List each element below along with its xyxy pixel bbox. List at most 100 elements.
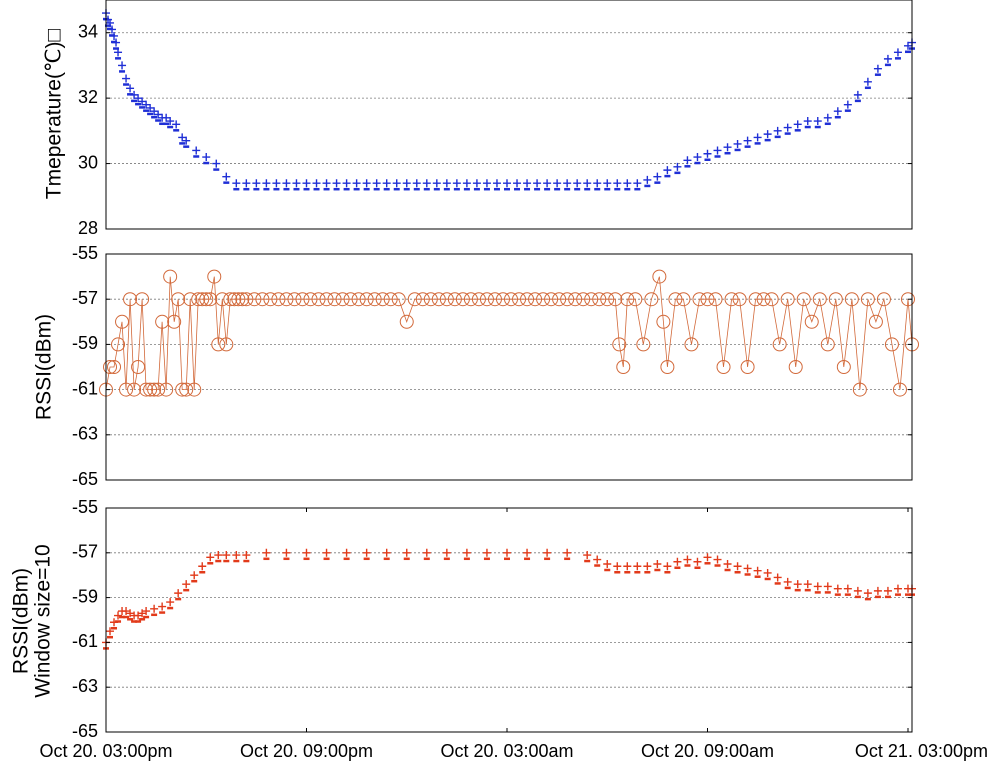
data-point bbox=[134, 611, 143, 620]
data-point bbox=[773, 126, 782, 135]
data-point bbox=[793, 580, 802, 589]
rssi-y-axis-label: RSSI(dBm) bbox=[33, 314, 56, 420]
data-point bbox=[247, 292, 262, 307]
data-point bbox=[142, 100, 151, 109]
data-point bbox=[643, 562, 652, 571]
data-point bbox=[462, 179, 471, 188]
data-point bbox=[813, 117, 822, 126]
data-point bbox=[863, 589, 872, 598]
data-point bbox=[182, 136, 191, 145]
data-point bbox=[843, 100, 852, 109]
data-point bbox=[272, 179, 281, 188]
data-point bbox=[693, 557, 702, 566]
data-point bbox=[583, 551, 592, 560]
x-tick-label: Oct 20. 03:00pm bbox=[39, 741, 172, 761]
data-point bbox=[295, 292, 310, 307]
data-point bbox=[844, 292, 859, 307]
data-point bbox=[653, 172, 662, 181]
data-point bbox=[359, 292, 374, 307]
data-point bbox=[442, 179, 451, 188]
data-point bbox=[187, 382, 202, 397]
y-tick-label: -55 bbox=[72, 243, 98, 263]
data-point bbox=[783, 577, 792, 586]
rssi-plot-frame bbox=[105, 253, 913, 481]
data-point bbox=[463, 292, 478, 307]
data-point bbox=[628, 292, 643, 307]
data-point bbox=[552, 292, 567, 307]
data-point bbox=[893, 48, 902, 57]
data-point bbox=[536, 292, 551, 307]
data-point bbox=[207, 269, 222, 284]
data-point bbox=[432, 179, 441, 188]
data-point bbox=[472, 179, 481, 188]
data-point bbox=[214, 551, 223, 560]
y-tick-label: -61 bbox=[72, 631, 98, 651]
data-point bbox=[239, 292, 254, 307]
data-point bbox=[166, 598, 175, 607]
data-point bbox=[833, 584, 842, 593]
data-point bbox=[242, 179, 251, 188]
data-point bbox=[138, 609, 147, 618]
data-point bbox=[174, 589, 183, 598]
data-point bbox=[199, 292, 214, 307]
data-point bbox=[222, 172, 231, 181]
data-point bbox=[292, 179, 301, 188]
y-tick-label: 34 bbox=[78, 21, 98, 41]
y-tick-label: -63 bbox=[72, 676, 98, 696]
data-point bbox=[583, 179, 592, 188]
data-point bbox=[860, 292, 875, 307]
data-point bbox=[743, 564, 752, 573]
data-point bbox=[504, 292, 519, 307]
data-point bbox=[812, 292, 827, 307]
data-point bbox=[223, 292, 238, 307]
data-point bbox=[823, 582, 832, 591]
data-point bbox=[447, 292, 462, 307]
data-point bbox=[130, 90, 139, 99]
data-point bbox=[693, 153, 702, 162]
data-point bbox=[884, 337, 899, 352]
data-point bbox=[868, 314, 883, 329]
data-point bbox=[159, 382, 174, 397]
data-point bbox=[676, 292, 691, 307]
data-point bbox=[172, 120, 181, 129]
data-point bbox=[242, 551, 251, 560]
data-point bbox=[487, 292, 502, 307]
data-point bbox=[633, 179, 642, 188]
data-point bbox=[873, 64, 882, 73]
data-point bbox=[804, 314, 819, 329]
rssi-panel: -65 -63 -61 -59 -57 -55 RSSI(dBm) bbox=[33, 243, 919, 489]
data-point bbox=[593, 179, 602, 188]
data-point bbox=[122, 74, 131, 83]
data-point bbox=[118, 61, 127, 70]
data-point bbox=[154, 110, 163, 119]
data-point bbox=[332, 179, 341, 188]
data-point bbox=[533, 179, 542, 188]
data-point bbox=[560, 292, 575, 307]
data-point bbox=[703, 149, 712, 158]
data-point bbox=[828, 292, 843, 307]
data-point bbox=[146, 103, 155, 112]
data-point bbox=[123, 292, 138, 307]
data-point bbox=[753, 133, 762, 142]
x-tick-label: Oct 20. 03:00am bbox=[440, 741, 573, 761]
data-point bbox=[382, 548, 391, 557]
data-point bbox=[603, 179, 612, 188]
data-point bbox=[763, 568, 772, 577]
data-point bbox=[167, 314, 182, 329]
data-point bbox=[783, 123, 792, 132]
data-point bbox=[663, 562, 672, 571]
data-point bbox=[271, 292, 286, 307]
data-point bbox=[302, 179, 311, 188]
data-point bbox=[523, 548, 532, 557]
data-point bbox=[793, 120, 802, 129]
data-point bbox=[439, 292, 454, 307]
y-tick-label: -57 bbox=[72, 288, 98, 308]
data-point bbox=[813, 582, 822, 591]
data-point bbox=[279, 292, 294, 307]
data-point bbox=[723, 560, 732, 568]
data-point bbox=[703, 553, 712, 562]
data-point bbox=[528, 292, 543, 307]
data-point bbox=[852, 382, 867, 397]
data-point bbox=[115, 314, 130, 329]
